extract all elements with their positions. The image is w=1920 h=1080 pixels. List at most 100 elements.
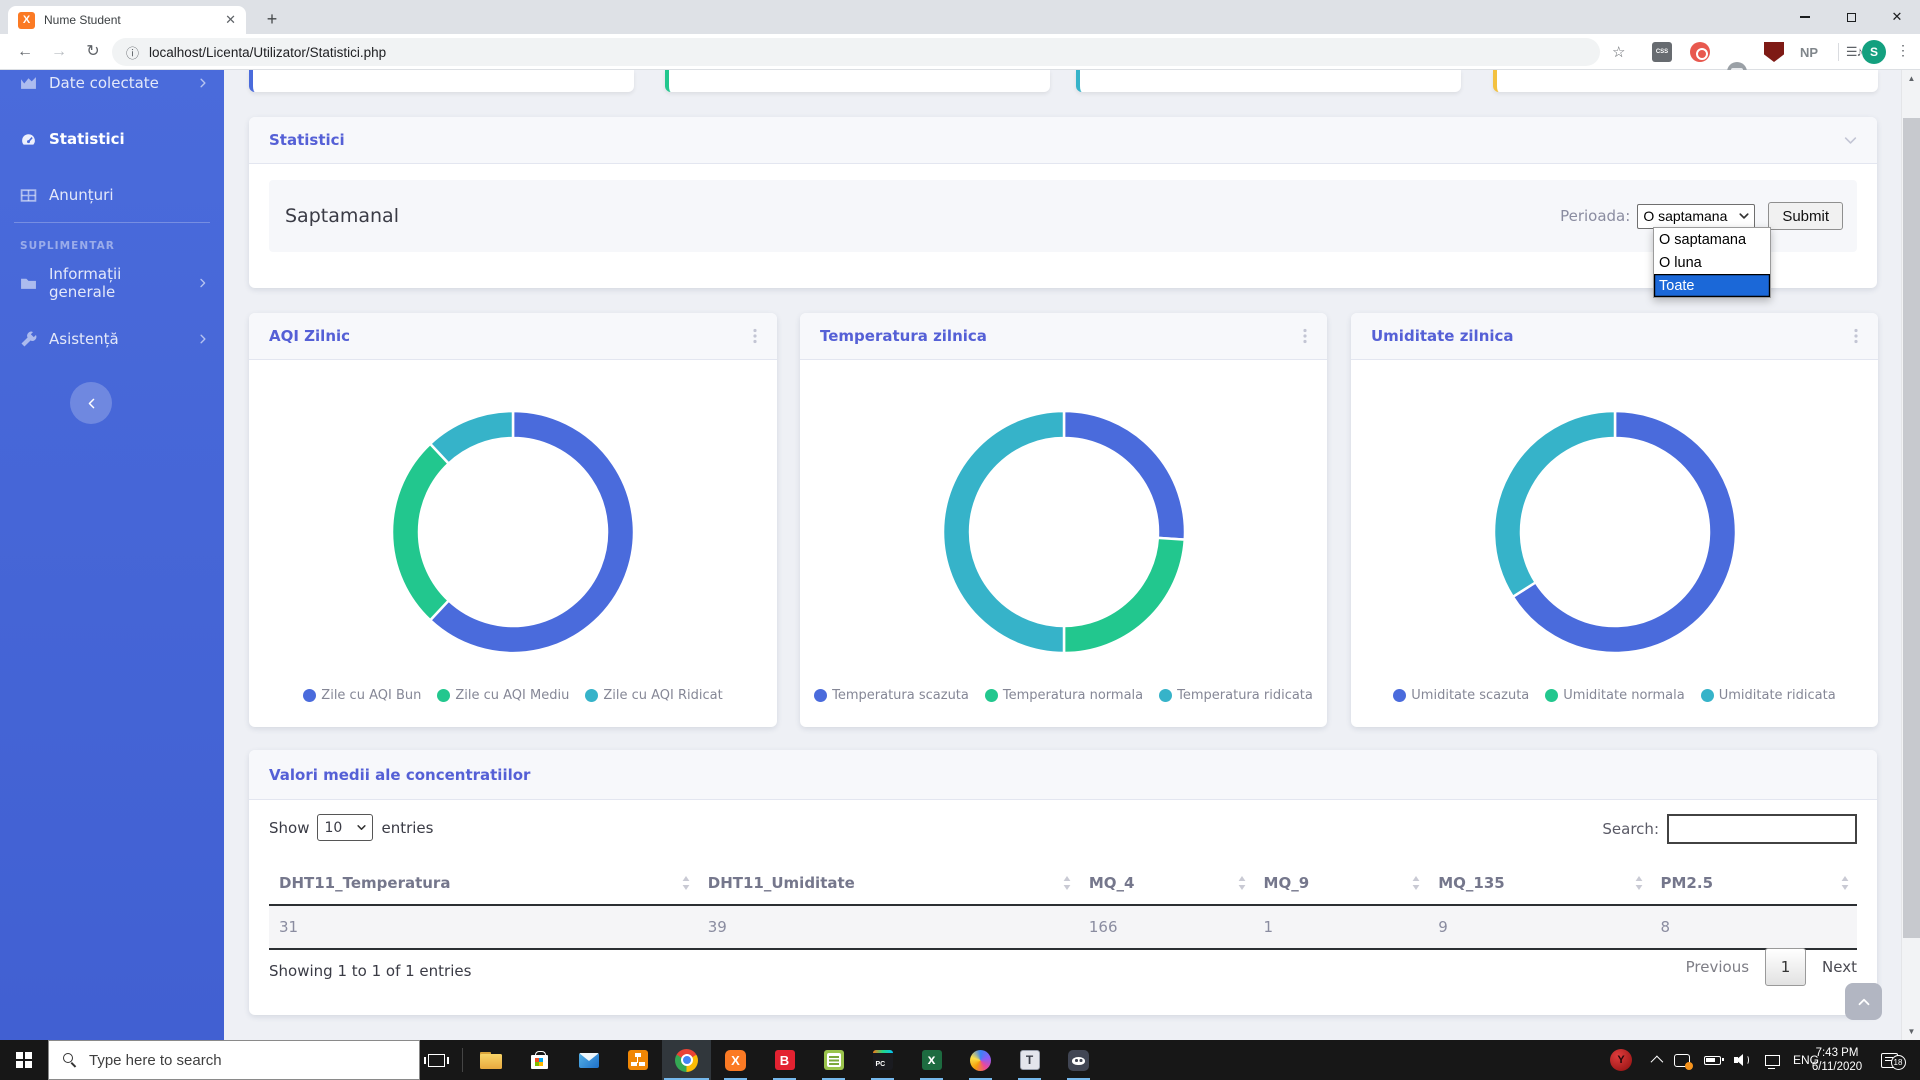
profile-avatar[interactable]: S [1862,40,1886,64]
bookmark-star-icon[interactable]: ☆ [1612,44,1626,61]
taskbar-app-xampp[interactable] [711,1040,760,1080]
sort-icon [1063,876,1071,890]
sync-tray-icon[interactable] [1668,1040,1696,1080]
maximize-button[interactable] [1828,0,1874,34]
legend-dot-icon [437,689,451,702]
scrollbar-up-arrow[interactable]: ▲ [1907,74,1916,83]
recorder-extension-icon[interactable] [1690,42,1710,62]
task-view-button[interactable] [416,1040,456,1080]
sidebar-item-asistenta[interactable]: Asistență [0,319,224,359]
scroll-to-top-button[interactable] [1845,983,1882,1020]
taskbar-app-discord[interactable] [1054,1040,1103,1080]
chart-card-temperatura-zilnica: Temperatura zilnica Temperatura scazuta Te… [800,313,1327,727]
minimize-button[interactable] [1782,0,1828,34]
scrollbar-down-arrow[interactable]: ▼ [1907,1027,1916,1036]
clock[interactable]: 7:43 PM 6/11/2020 [1806,1040,1868,1080]
next-page-button[interactable]: Next [1822,958,1857,976]
css-extension-icon[interactable]: CSS [1652,42,1672,62]
dropdown-option-toate[interactable]: Toate [1654,274,1770,297]
column-header-pm2-5[interactable]: PM2.5 [1650,862,1857,906]
tachometer-icon [20,131,37,148]
kebab-menu-icon[interactable] [1854,328,1858,344]
page-number-button[interactable]: 1 [1765,948,1807,986]
taskbar-search[interactable]: Type here to search [48,1040,420,1080]
column-header-dht11-temperatura[interactable]: DHT11_Temperatura [269,862,698,906]
taskbar-app-store[interactable] [515,1040,564,1080]
file-explorer-icon [479,1051,502,1069]
submit-button[interactable]: Submit [1768,202,1843,230]
previous-page-button[interactable]: Previous [1685,958,1750,976]
legend-label: Temperatura ridicata [1177,688,1313,703]
legend-item-umiditate-normala[interactable]: Umiditate normala [1545,688,1685,703]
back-button[interactable]: ← [17,43,33,60]
donut-chart[interactable] [1479,396,1751,668]
scrollbar-thumb[interactable] [1903,118,1920,938]
kebab-menu-icon[interactable] [1303,328,1307,344]
reload-button[interactable]: ↻ [86,43,100,60]
legend-item-temperatura-ridicata[interactable]: Temperatura ridicata [1159,688,1313,703]
dropdown-option-o-saptamana[interactable]: O saptamana [1659,231,1747,248]
np-extension-icon[interactable]: NP [1799,44,1819,60]
playlist-icon[interactable]: ☰♪ [1845,44,1863,59]
chart-body: Temperatura scazuta Temperatura normala Te… [800,360,1327,727]
forward-button[interactable]: → [51,43,67,60]
browser-menu-icon[interactable]: ⋮ [1896,42,1910,58]
table-cell: 9 [1428,905,1651,950]
lenovo-vantage-tray-icon[interactable] [1606,1040,1636,1080]
dropdown-option-o-luna[interactable]: O luna [1659,254,1702,271]
volume-icon[interactable] [1728,1040,1756,1080]
network-icon[interactable] [1758,1040,1786,1080]
table-card: Valori medii ale concentratiilor Show 10… [249,750,1877,1015]
taskbar-app-bitdefender[interactable] [760,1040,809,1080]
taskbar-app-chrome[interactable] [662,1040,711,1080]
close-button[interactable]: ✕ [1891,9,1903,24]
sidebar-item-anunturi[interactable]: Anunțuri [0,175,224,215]
legend-item-zile-cu-aqi-bun[interactable]: Zile cu AQI Bun [303,688,421,703]
sidebar-collapse-button[interactable] [70,382,112,424]
legend-item-umiditate-ridicata[interactable]: Umiditate ridicata [1700,688,1836,703]
start-button[interactable] [0,1040,48,1080]
legend-item-zile-cu-aqi-mediu[interactable]: Zile cu AQI Mediu [437,688,569,703]
legend-item-umiditate-scazuta[interactable]: Umiditate scazuta [1393,688,1529,703]
taskbar-app-notepadpp[interactable] [809,1040,858,1080]
perioada-select[interactable]: O saptamana [1637,203,1756,229]
table-cell: 1 [1253,905,1429,950]
donut-chart[interactable] [377,396,649,668]
column-header-dht11-umiditate[interactable]: DHT11_Umiditate [697,862,1079,906]
taskbar-app-file-explorer[interactable] [466,1040,515,1080]
tray-expand-chevron-icon[interactable] [1642,1040,1668,1080]
statistici-card: Statistici Saptamanal Perioada: O saptam… [249,117,1877,288]
chevron-down-icon[interactable] [1844,134,1857,147]
column-label: DHT11_Umiditate [707,874,855,892]
donut-chart[interactable] [928,396,1200,668]
sidebar-item-informatii-generale[interactable]: Informații generale [0,263,224,303]
legend-item-temperatura-normala[interactable]: Temperatura normala [984,688,1143,703]
sidebar-item-statistici[interactable]: Statistici [0,119,224,159]
sidebar-item-date-colectate[interactable]: Date colectate [0,70,224,103]
taskbar-app-excel[interactable] [907,1040,956,1080]
legend-item-temperatura-scazuta[interactable]: Temperatura scazuta [814,688,969,703]
taskbar-app-drawio[interactable] [613,1040,662,1080]
tab-close-icon[interactable]: ✕ [225,12,236,27]
battery-icon[interactable] [1698,1040,1726,1080]
site-info-icon[interactable]: ⓘ [126,45,140,61]
column-header-mq-9[interactable]: MQ_9 [1253,862,1429,906]
new-tab-button[interactable]: + [266,8,278,29]
kebab-menu-icon[interactable] [753,328,757,344]
legend-item-zile-cu-aqi-ridicat[interactable]: Zile cu AQI Ridicat [585,688,723,703]
taskbar-app-pycharm[interactable] [858,1040,907,1080]
browser-tab[interactable]: X Nume Student ✕ [8,6,246,34]
show-label: Show [269,818,310,837]
page-length-select[interactable]: 10 [317,814,374,841]
address-bar[interactable]: ⓘ localhost/Licenta/Utilizator/Statistic… [112,38,1600,66]
taskbar-app-mail[interactable] [564,1040,613,1080]
action-center-button[interactable]: 18 [1874,1040,1906,1080]
column-header-mq-4[interactable]: MQ_4 [1078,862,1254,906]
taskbar-app-texstudio[interactable] [1005,1040,1054,1080]
sidebar-item-label: Anunțuri [49,186,114,204]
taskbar-app-paintnet[interactable] [956,1040,1005,1080]
column-header-mq-135[interactable]: MQ_135 [1428,862,1651,906]
language-indicator[interactable]: ENG [1792,1053,1819,1067]
ublock-extension-icon[interactable] [1764,42,1784,62]
search-input[interactable] [1667,814,1857,844]
